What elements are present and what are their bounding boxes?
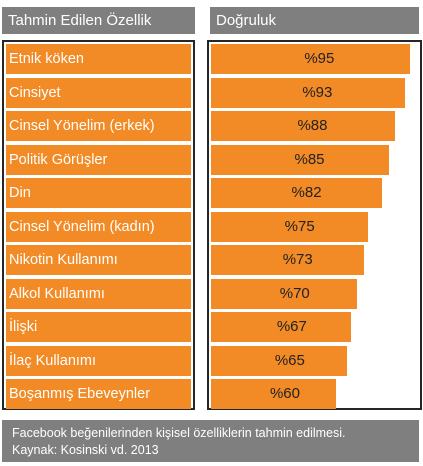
accuracy-value-label: %70 xyxy=(279,284,310,302)
attribute-label: İlişki xyxy=(6,312,191,342)
accuracy-bar xyxy=(211,245,364,275)
attribute-label: Cinsel Yönelim (erkek) xyxy=(6,111,191,141)
accuracy-bar xyxy=(211,312,352,342)
accuracy-value-label: %88 xyxy=(297,117,328,134)
accuracy-value-label: %60 xyxy=(269,385,300,402)
accuracy-value-label: %95 xyxy=(304,50,335,67)
accuracy-value-label: %82 xyxy=(291,184,322,201)
accuracy-value-label: %93 xyxy=(302,83,333,101)
attribute-label: Cinsiyet xyxy=(6,77,191,108)
caption-source: Kaynak: Kosinski vd. 2013 xyxy=(12,443,159,457)
attribute-label: Alkol Kullanımı xyxy=(6,278,191,309)
accuracy-bar xyxy=(211,178,383,208)
accuracy-bar xyxy=(211,379,337,409)
attribute-column: Etnik köken Cinsiyet Cinsel Yönelim (erkek… xyxy=(2,40,195,410)
accuracy-bar xyxy=(211,345,347,376)
accuracy-value-label: %85 xyxy=(294,150,325,168)
attribute-label: Din xyxy=(6,178,191,208)
accuracy-bar xyxy=(211,77,406,108)
attribute-label: İlaç Kullanımı xyxy=(6,345,191,376)
accuracy-value-label: %73 xyxy=(282,251,313,268)
accuracy-bar xyxy=(211,278,358,309)
attribute-label: Nikotin Kullanımı xyxy=(6,245,191,275)
attribute-label: Etnik köken xyxy=(6,44,191,74)
accuracy-bar xyxy=(211,44,410,74)
accuracy-bar xyxy=(211,211,368,242)
accuracy-bar xyxy=(211,111,395,141)
accuracy-value-label: %67 xyxy=(276,318,307,335)
column-header-accuracy: Doğruluk xyxy=(210,7,419,34)
accuracy-column: %95 %93 %88 %85 %82 %75 %73 %70 %67 %65 %60 xyxy=(207,40,422,410)
attribute-label: Cinsel Yönelim (kadın) xyxy=(6,211,191,242)
attribute-label: Politik Görüşler xyxy=(6,144,191,175)
attribute-label: Boşanmış Ebeveynler xyxy=(6,379,191,409)
accuracy-value-label: %75 xyxy=(284,217,315,235)
caption: Facebook beğenilerinden kişisel özellikl… xyxy=(2,420,419,462)
caption-description: Facebook beğenilerinden kişisel özellikl… xyxy=(12,426,346,440)
column-header-attribute: Tahmin Edilen Özellik xyxy=(2,7,195,34)
accuracy-bar xyxy=(211,144,389,175)
accuracy-value-label: %65 xyxy=(274,351,305,369)
